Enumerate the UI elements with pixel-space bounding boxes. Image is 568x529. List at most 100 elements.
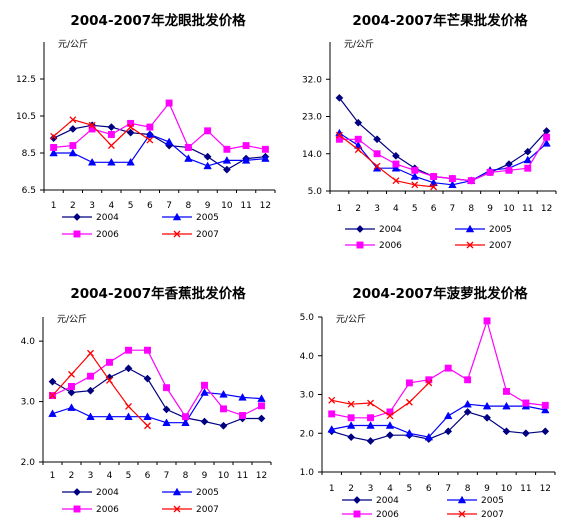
x-tick-label: 11 [520,484,531,494]
x-tick-label: 4 [107,471,113,481]
y-tick-label: 2.0 [21,458,36,468]
data-point [486,168,494,176]
series-line [52,352,148,427]
data-point [242,142,250,150]
data-point [144,346,151,354]
data-point [522,399,530,407]
data-point [241,156,251,164]
data-point [261,154,270,162]
x-tick-label: 5 [412,204,418,214]
y-tick-label: 1.0 [300,468,315,478]
data-point [67,403,76,411]
y-tick-label: 3.0 [21,398,36,408]
series-2006 [50,99,269,153]
y-tick-label: 5.0 [300,313,315,323]
data-point [222,165,231,174]
data-point [405,398,413,406]
series-2007 [50,116,154,150]
series-2007 [49,349,151,430]
legend-label: 2006 [96,230,119,240]
data-point [467,177,475,185]
legend-marker [173,505,181,513]
data-point [347,414,355,422]
data-point [49,134,58,143]
legend-label: 2005 [196,488,219,498]
x-tick-label: 1 [329,484,335,494]
series-2007 [328,379,433,420]
x-tick-label: 6 [145,471,151,481]
series-line [53,133,266,167]
x-tick-label: 10 [501,484,513,494]
data-point [107,157,116,166]
data-point [410,172,419,180]
data-point [50,144,58,151]
y-tick-label: 12.5 [16,75,36,85]
x-tick-label: 6 [147,201,153,211]
x-tick-label: 4 [109,201,115,211]
legend-label: 2004 [379,225,402,235]
x-tick-label: 8 [186,201,192,211]
data-point [373,150,381,158]
x-tick-label: 7 [166,201,172,211]
data-point [541,427,550,436]
legend-item: 2007 [162,230,219,240]
data-point [219,421,228,430]
data-point [48,409,57,417]
x-tick-label: 11 [240,201,251,211]
data-point [386,431,394,440]
x-tick-label: 6 [426,484,432,494]
data-point [204,127,212,135]
data-point [107,131,115,138]
data-point [327,425,336,433]
x-tick-label: 8 [183,471,189,481]
data-point [223,145,231,153]
data-point [391,151,400,160]
data-point [124,364,133,373]
data-point [126,128,135,137]
data-point [88,121,96,129]
data-point [463,399,472,408]
legend-item: 2005 [162,212,219,223]
legend-marker [458,510,466,518]
data-point [238,393,247,401]
legend-label: 2004 [96,213,119,223]
data-point [354,146,362,154]
series-line [339,132,547,186]
x-tick-label: 7 [164,471,170,481]
data-point [405,428,414,437]
y-tick-label: 2.0 [300,429,315,439]
data-point [126,157,135,166]
x-tick-label: 1 [51,201,57,211]
legend-marker [73,505,81,513]
data-point [347,400,355,408]
data-point [164,137,174,146]
data-point [219,390,228,398]
data-point [258,402,265,410]
data-point [411,166,419,174]
data-point [261,145,269,153]
data-point [448,180,457,189]
data-point [146,136,154,144]
x-tick-label: 9 [205,201,211,211]
data-point [203,152,212,161]
data-point [335,135,343,143]
data-point [424,432,434,441]
data-point [328,410,336,418]
y-tick-label: 4.0 [300,352,315,362]
legend-item: 2006 [62,230,119,240]
data-point [483,317,491,325]
data-point [67,388,76,397]
legend-label: 2007 [196,230,219,240]
legend-item: 2004 [62,213,119,223]
x-tick-label: 9 [202,471,208,481]
legend-label: 2005 [489,225,512,235]
data-point [366,437,375,445]
data-point [354,135,362,143]
legend-label: 2007 [481,510,504,520]
data-point [184,154,193,162]
legend-marker [353,510,361,518]
unit-label: 元/公斤 [57,314,87,325]
legend-item: 2005 [447,495,504,506]
